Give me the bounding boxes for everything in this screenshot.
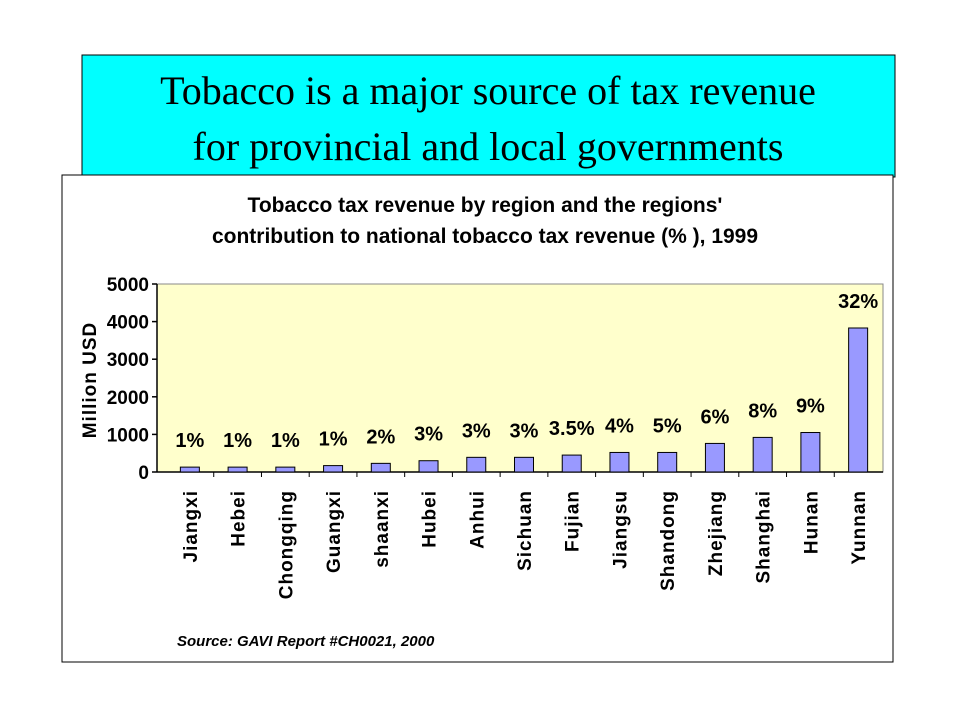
data-label: 1% <box>271 430 300 452</box>
data-label: 3% <box>510 420 539 442</box>
bar <box>800 432 821 473</box>
bar <box>752 436 773 473</box>
y-tick-label: 4000 <box>107 313 149 334</box>
x-tick-label: Hubei <box>420 490 441 548</box>
bar <box>466 456 487 473</box>
bar <box>323 465 344 473</box>
x-tick-label: Shanghai <box>754 490 775 584</box>
x-tick-label: Anhui <box>467 490 488 549</box>
bar <box>227 466 248 473</box>
y-tick-label: 2000 <box>107 388 149 409</box>
title-box <box>81 54 896 178</box>
data-label: 3.5% <box>549 418 595 440</box>
x-tick-label: Sichuan <box>515 490 536 571</box>
y-tick-label: 5000 <box>107 275 149 296</box>
data-label: 8% <box>748 400 777 422</box>
data-label: 3% <box>414 424 443 446</box>
x-tick-label: Yunnan <box>849 490 870 565</box>
x-tick-label: shaanxi <box>372 490 393 568</box>
data-label: 2% <box>366 426 395 448</box>
chart-title: contribution to national tobacco tax rev… <box>212 225 758 248</box>
x-tick-label: Jiangxi <box>181 490 202 562</box>
x-tick-label: Guangxi <box>324 490 345 573</box>
data-label: 9% <box>796 396 825 418</box>
chart-title: Tobacco tax revenue by region and the re… <box>248 194 723 217</box>
data-label: 1% <box>223 430 252 452</box>
bar <box>848 327 869 473</box>
plot-area <box>156 283 884 473</box>
data-label: 4% <box>605 415 634 437</box>
slide-title: Tobacco is a major source of tax revenue <box>160 68 816 113</box>
bar <box>609 451 630 473</box>
bar <box>561 454 582 473</box>
bar <box>514 456 534 473</box>
bar <box>418 460 439 473</box>
slide-title: for provincial and local governments <box>193 124 784 169</box>
x-tick-label: Hunan <box>801 490 822 554</box>
data-label: 32% <box>838 291 878 313</box>
x-tick-label: Jiangsu <box>610 490 631 569</box>
data-label: 5% <box>653 415 682 437</box>
bar <box>704 442 725 473</box>
x-tick-label: Zhejiang <box>706 490 727 576</box>
data-label: 6% <box>700 406 729 428</box>
bar <box>370 462 391 473</box>
y-tick-label: 0 <box>138 463 149 484</box>
y-axis-label: Million USD <box>80 322 101 439</box>
data-label: 3% <box>462 420 491 442</box>
data-label: 1% <box>175 430 204 452</box>
bar <box>657 451 678 473</box>
x-tick-label: Fujian <box>563 490 584 552</box>
x-tick-label: Shandong <box>658 490 679 591</box>
source: Source: GAVI Report #CH0021, 2000 <box>177 633 435 650</box>
y-tick-label: 3000 <box>107 350 149 371</box>
data-label: 1% <box>319 429 348 451</box>
x-tick-label: Chongqing <box>276 490 297 599</box>
y-tick-label: 1000 <box>107 425 149 446</box>
bar <box>275 466 296 473</box>
x-tick-label: Hebei <box>229 490 250 547</box>
bar <box>179 466 200 473</box>
